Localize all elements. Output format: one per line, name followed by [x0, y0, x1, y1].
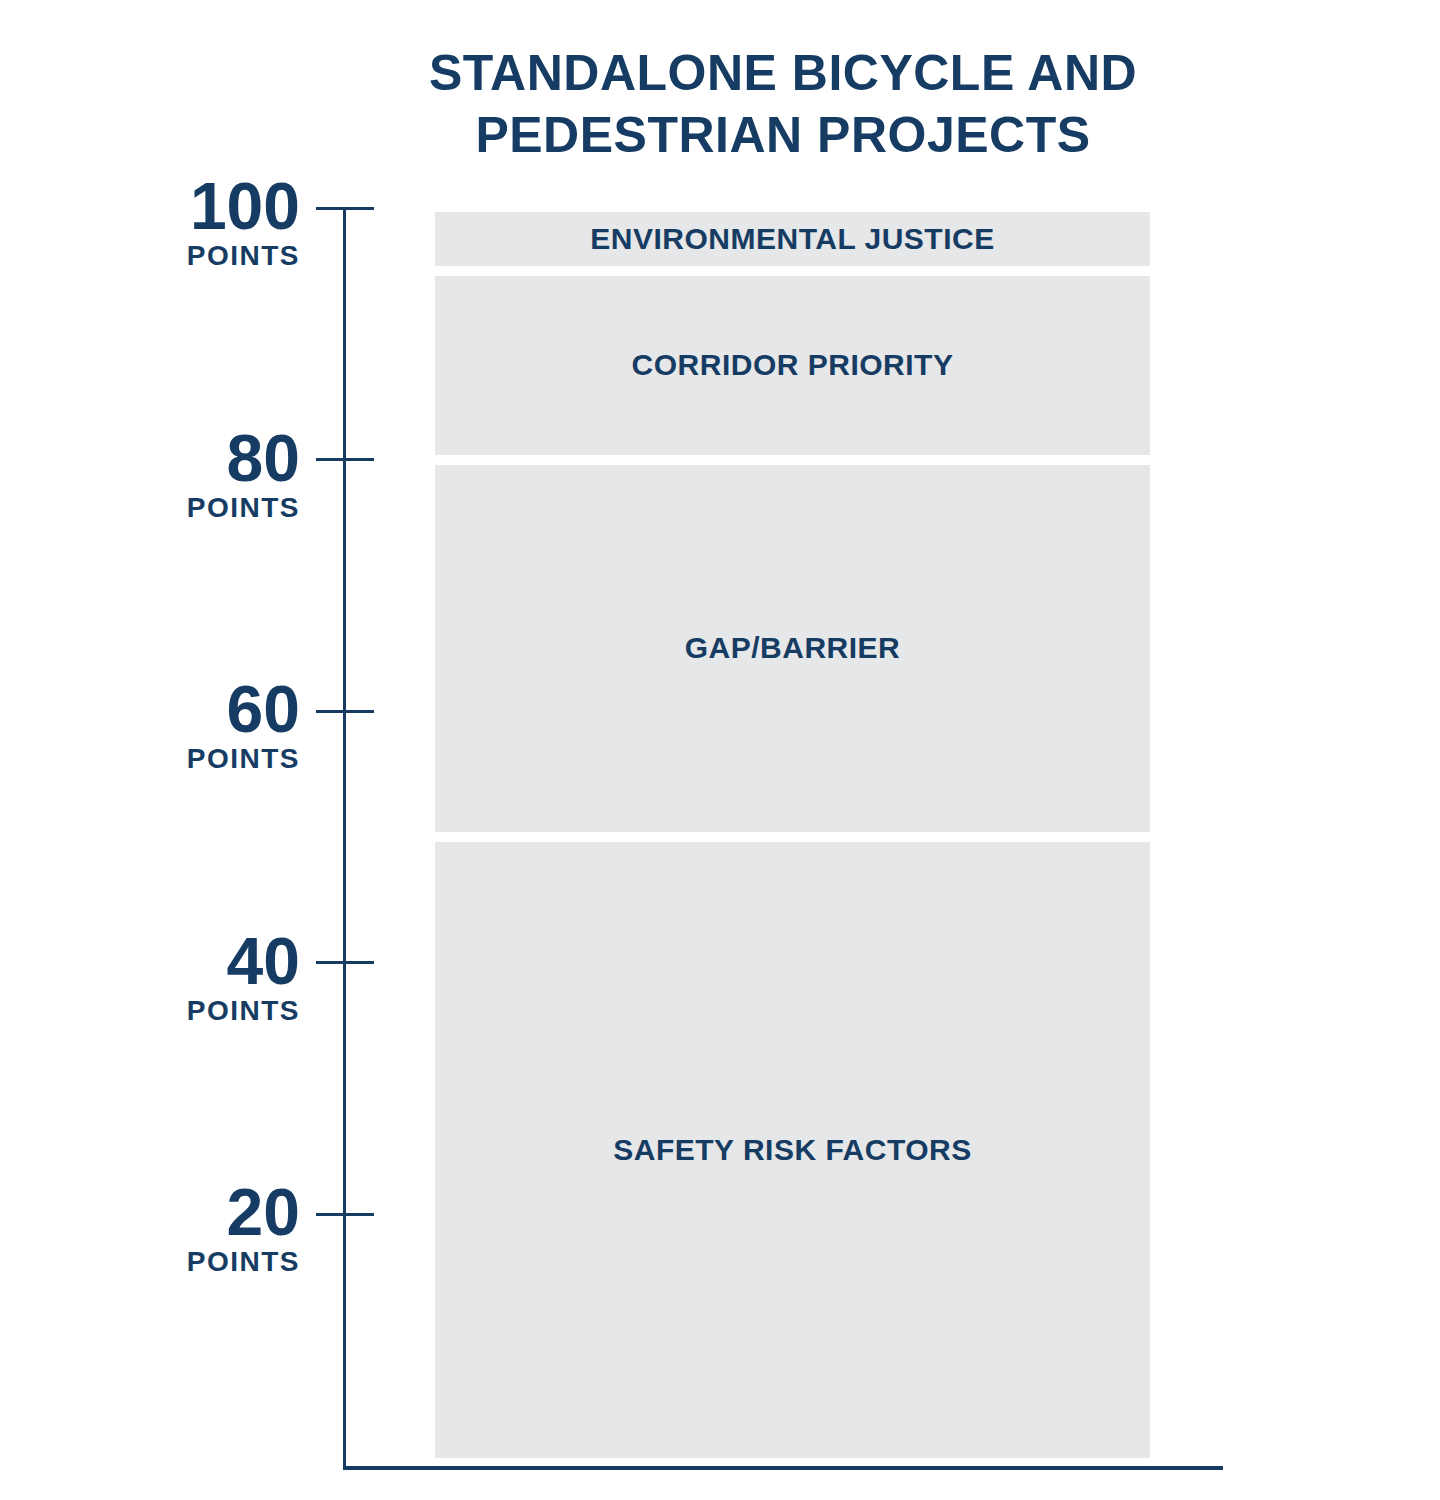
bar-segment-corridor-priority: CORRIDOR PRIORITY — [435, 276, 1150, 455]
y-tick-mark-60 — [316, 710, 374, 713]
x-axis-line — [343, 1466, 1223, 1470]
y-tick-unit: POINTS — [40, 242, 300, 270]
y-tick-value: 20 — [40, 1179, 300, 1245]
bar-segment-environmental-justice: ENVIRONMENTAL JUSTICE — [435, 212, 1150, 266]
y-tick-label-60: 60 POINTS — [40, 676, 300, 773]
y-tick-label-20: 20 POINTS — [40, 1179, 300, 1276]
bar-segment-label: ENVIRONMENTAL JUSTICE — [590, 222, 994, 256]
bar-segment-label: GAP/BARRIER — [685, 631, 901, 665]
y-tick-unit: POINTS — [40, 1248, 300, 1276]
y-tick-label-100: 100 POINTS — [40, 173, 300, 270]
y-tick-mark-40 — [316, 961, 374, 964]
y-tick-label-80: 80 POINTS — [40, 425, 300, 522]
y-tick-value: 40 — [40, 928, 300, 994]
y-tick-unit: POINTS — [40, 745, 300, 773]
y-tick-mark-20 — [316, 1213, 374, 1216]
y-tick-unit: POINTS — [40, 494, 300, 522]
bar-segment-label: SAFETY RISK FACTORS — [613, 1133, 971, 1167]
bar-segment-safety-risk-factors: SAFETY RISK FACTORS — [435, 842, 1150, 1458]
y-tick-value: 80 — [40, 425, 300, 491]
y-tick-value: 60 — [40, 676, 300, 742]
y-axis-line — [343, 208, 346, 1470]
bar-segment-label: CORRIDOR PRIORITY — [632, 348, 954, 382]
y-tick-value: 100 — [40, 173, 300, 239]
chart-title: STANDALONE BICYCLE AND PEDESTRIAN PROJEC… — [393, 42, 1173, 166]
bar-segment-gap-barrier: GAP/BARRIER — [435, 465, 1150, 832]
y-tick-unit: POINTS — [40, 997, 300, 1025]
y-tick-label-40: 40 POINTS — [40, 928, 300, 1025]
y-tick-mark-100 — [316, 207, 374, 210]
y-tick-mark-80 — [316, 458, 374, 461]
chart-canvas: STANDALONE BICYCLE AND PEDESTRIAN PROJEC… — [0, 0, 1440, 1500]
